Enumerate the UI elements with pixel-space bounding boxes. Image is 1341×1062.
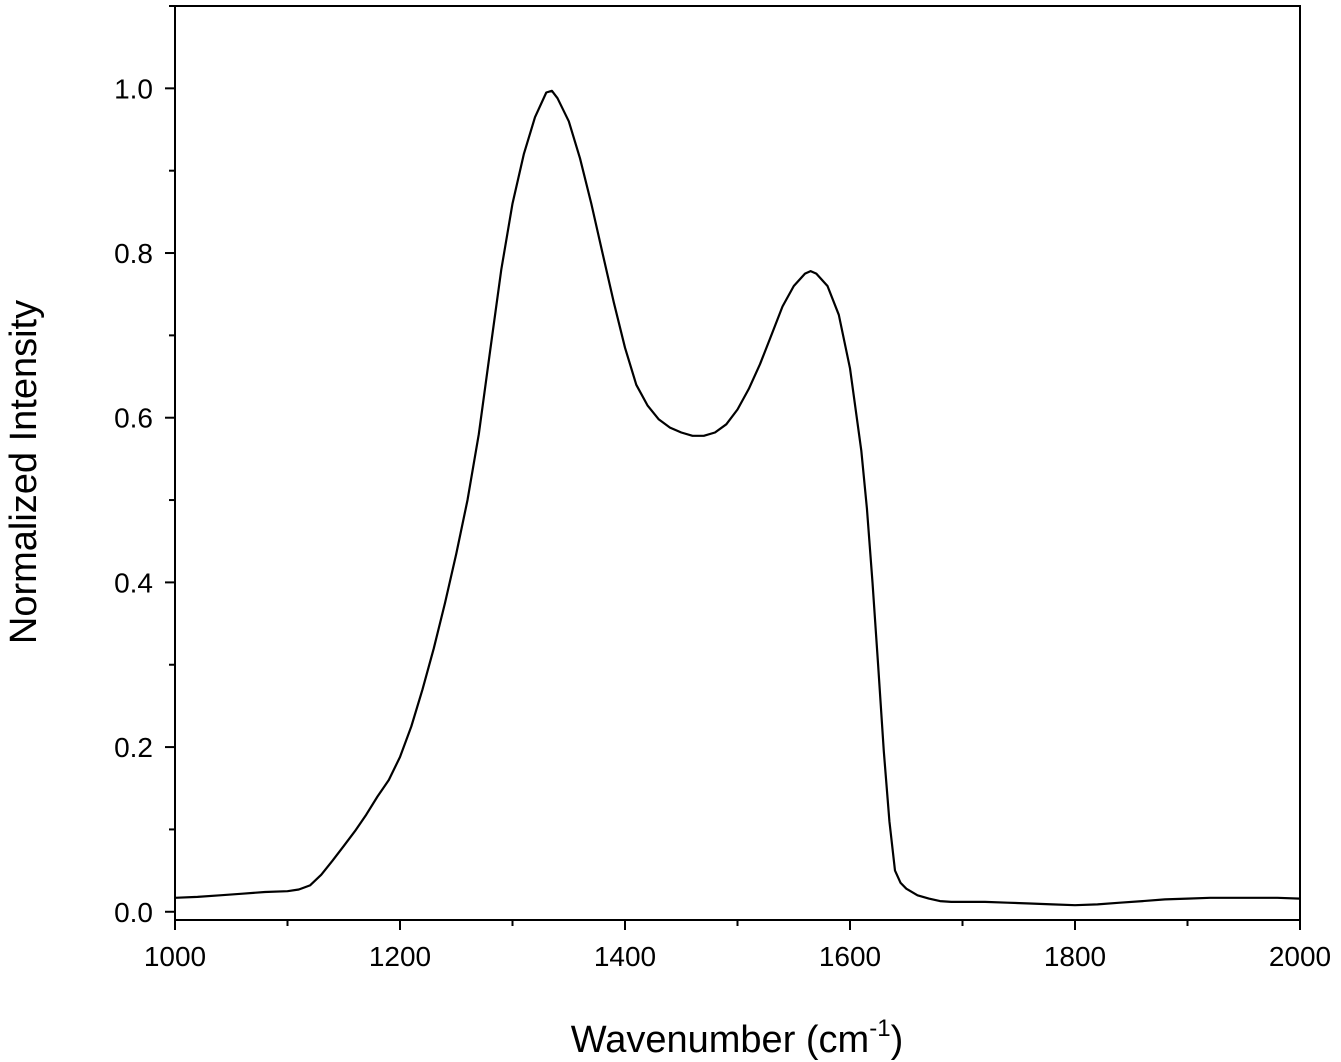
y-tick-label: 0.0 [114,897,153,928]
x-axis-title-suffix: ) [891,1019,904,1061]
y-tick-label: 0.2 [114,732,153,763]
x-tick-label: 1200 [369,941,431,972]
x-tick-label: 1400 [594,941,656,972]
x-axis: 1000 1200 1400 1600 1800 2000 [144,920,1331,972]
y-tick-label: 1.0 [114,73,153,104]
y-tick-label: 0.4 [114,567,153,598]
y-axis: 0.0 0.2 0.4 0.6 0.8 1.0 [114,5,175,928]
x-axis-title-superscript: -1 [869,1015,890,1042]
x-tick-label: 1800 [1044,941,1106,972]
x-axis-title-main: Wavenumber (cm [571,1019,869,1061]
series-line [174,89,1301,907]
y-axis-title: Normalized Intensity [3,300,45,644]
x-tick-label: 2000 [1269,941,1331,972]
plot-frame [174,5,1301,921]
y-tick-label: 0.6 [114,403,153,434]
x-tick-label: 1000 [144,941,206,972]
x-axis-title: Wavenumber (cm-1) [571,1015,903,1061]
y-tick-label: 0.8 [114,238,153,269]
x-tick-label: 1600 [819,941,881,972]
